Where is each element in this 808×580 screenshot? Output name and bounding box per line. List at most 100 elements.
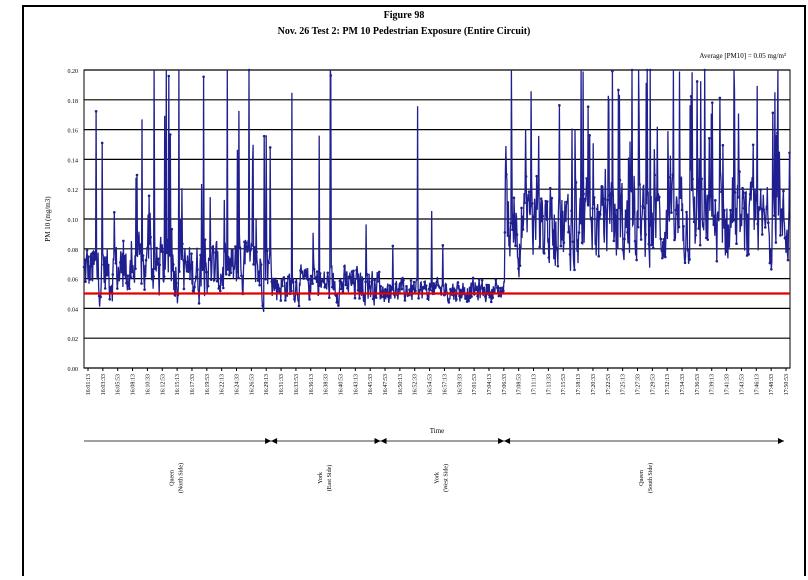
pm10-point [583, 197, 587, 201]
pm10-point [747, 253, 750, 256]
x-tick-label: 17:46:13 [754, 374, 760, 395]
pm10-point [418, 288, 422, 292]
pm10-point [349, 276, 352, 279]
pm10-point [361, 278, 364, 281]
pm10-point [533, 215, 537, 219]
pm10-point [718, 96, 722, 100]
x-tick-label: 17:48:33 [769, 374, 775, 395]
pm10-point [247, 68, 251, 72]
pm10-point [277, 287, 281, 290]
pm10-point [682, 225, 685, 228]
pm10-point [499, 286, 502, 290]
pm10-point [788, 151, 791, 155]
x-tick-label: 17:36:53 [695, 374, 701, 395]
pm10-point [314, 276, 317, 279]
pm10-point [767, 221, 770, 225]
pm10-point [509, 221, 513, 225]
pm10-point [691, 177, 694, 181]
pm10-point [667, 175, 670, 179]
pm10-point [172, 263, 175, 266]
pm10-point [87, 255, 90, 258]
pm10-point [268, 146, 272, 149]
x-tick-label: 16:22:13 [220, 374, 226, 395]
pm10-point [84, 280, 87, 283]
x-tick-label: 16:47:53 [383, 374, 389, 395]
pm10-point [695, 80, 699, 83]
pm10-point [265, 249, 269, 253]
pm10-point [573, 268, 576, 272]
pm10-point [411, 284, 414, 288]
pm10-point [397, 287, 401, 291]
average-annotation: Average [PM10] = 0.05 mg/m³ [699, 52, 786, 60]
pm10-point [220, 276, 224, 280]
pm10-point [588, 134, 591, 137]
x-tick-label: 16:26:53 [249, 374, 255, 395]
pm10-point [318, 272, 322, 275]
pm10-point [88, 278, 92, 281]
pm10-point [724, 219, 728, 222]
segment-label: York [318, 472, 324, 484]
pm10-point [402, 279, 405, 282]
pm10-point [400, 287, 404, 291]
pm10-point [262, 134, 266, 138]
pm10-point [692, 220, 696, 224]
pm10-point [321, 278, 325, 281]
pm10-point [739, 213, 743, 217]
pm10-point [598, 213, 602, 216]
pm10-point [680, 208, 684, 212]
pm10-point [240, 274, 243, 278]
y-tick-label: 0.18 [68, 99, 79, 105]
segment-arrowhead [374, 438, 381, 444]
pm10-point [282, 276, 286, 279]
pm10-point [770, 267, 773, 271]
pm10-point [203, 238, 207, 241]
pm10-point [529, 204, 532, 208]
pm10-point [651, 246, 655, 250]
pm10-point [717, 217, 720, 220]
pm10-point [579, 221, 582, 225]
pm10-point [523, 201, 526, 205]
pm10-point [744, 191, 747, 195]
pm10-point [517, 267, 520, 270]
pm10-point [494, 278, 498, 282]
pm10-point [482, 286, 485, 290]
pm10-point [530, 202, 534, 205]
pm10-point [353, 296, 357, 300]
pm10-point [785, 235, 788, 239]
pm10-point [123, 254, 127, 258]
pm10-point [496, 286, 499, 290]
x-tick-label: 17:41:33 [725, 374, 731, 395]
pm10-point [126, 274, 130, 278]
pm10-point [99, 295, 102, 299]
pm10-point [605, 217, 608, 220]
pm10-point [108, 298, 112, 301]
x-tick-label: 17:25:13 [621, 374, 627, 395]
pm10-point [253, 257, 257, 260]
pm10-point [611, 69, 614, 73]
pm10-point [553, 249, 557, 253]
pm10-point [218, 289, 222, 293]
pm10-point [526, 198, 529, 202]
pm10-point [412, 280, 416, 284]
pm10-point [414, 289, 417, 293]
pm10-point [202, 75, 205, 79]
pm10-point [302, 277, 305, 280]
y-tick-label: 0.10 [68, 218, 79, 224]
pm10-point [552, 229, 555, 232]
pm10-point [237, 276, 240, 280]
pm10-point [168, 133, 172, 136]
pm10-point [231, 248, 234, 252]
pm10-point [374, 296, 378, 299]
x-tick-label: 16:10:33 [145, 374, 151, 395]
pm10-point [365, 273, 369, 276]
pm10-point [759, 188, 763, 191]
pm10-point [105, 273, 109, 277]
pm10-point [122, 239, 125, 243]
pm10-point [771, 111, 775, 115]
chart-subtitle: Nov. 26 Test 2: PM 10 Pedestrian Exposur… [277, 26, 531, 37]
pm10-point [116, 287, 119, 290]
y-tick-label: 0.14 [68, 158, 79, 164]
pm10-point [612, 239, 616, 243]
pm10-point [453, 288, 457, 292]
